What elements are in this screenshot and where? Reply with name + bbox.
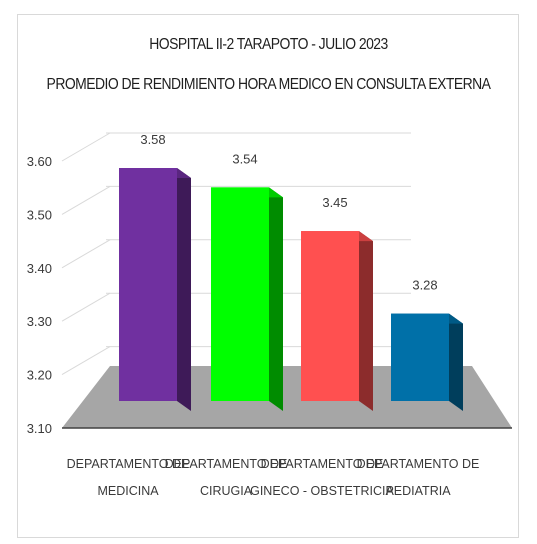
x-tick-label: MEDICINA (97, 484, 159, 498)
bar (301, 231, 359, 401)
y-tick-label: 3.20 (27, 368, 52, 383)
data-label: 3.58 (140, 132, 165, 147)
bar (119, 168, 177, 401)
x-tick-label: DEPARTAMENTO DE (357, 457, 480, 471)
gridline-side (61, 346, 111, 376)
y-tick-label: 3.60 (27, 154, 52, 169)
bar-side (269, 187, 283, 411)
y-tick-label: 3.10 (27, 421, 52, 436)
gridline-side (61, 132, 111, 162)
x-tick-label: PEDIATRIA (385, 484, 451, 498)
bar (391, 313, 449, 401)
data-label: 3.54 (232, 151, 257, 166)
chart-title: HOSPITAL II-2 TARAPOTO - JULIO 2023 (149, 36, 388, 53)
y-tick-label: 3.40 (27, 261, 52, 276)
x-tick-label: CIRUGIA (200, 484, 253, 498)
chart-subtitle: PROMEDIO DE RENDIMIENTO HORA MEDICO EN C… (46, 76, 491, 93)
y-tick-label: 3.50 (27, 207, 52, 222)
gridline-side (61, 292, 111, 322)
bar-side (177, 168, 191, 411)
x-tick-label: DEPARTAMENTO DE (165, 457, 288, 471)
bar-side (359, 231, 373, 411)
bar (211, 187, 269, 401)
x-tick-label: GINECO - OBSTETRICIA (250, 484, 394, 498)
x-tick-label: DEPARTAMENTO DE (261, 457, 384, 471)
data-label: 3.28 (412, 278, 437, 293)
bar-side (449, 313, 463, 411)
gridline-side (61, 239, 111, 269)
data-label: 3.45 (322, 195, 347, 210)
x-tick-label: DEPARTAMENTO DE (67, 457, 190, 471)
gridline-side (61, 185, 111, 215)
y-tick-label: 3.30 (27, 314, 52, 329)
